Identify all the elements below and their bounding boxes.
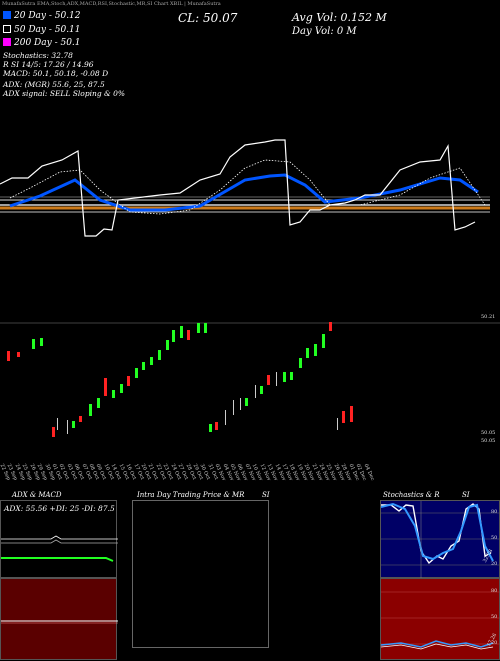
candle (314, 344, 317, 356)
stoch-d-line (381, 502, 494, 562)
rsi-y-80: 80 (491, 588, 498, 594)
legend-dma20: 20 Day - 50.12 (3, 11, 81, 21)
candle (79, 416, 82, 422)
intraday-panel-title: Intra Day Trading Price & MR (137, 491, 245, 499)
dma20-label: 20 Day - 50.12 (14, 11, 81, 21)
candle (283, 372, 286, 382)
candle (17, 352, 20, 357)
rsi-white-line (381, 643, 494, 650)
avg-volume-label: Avg Vol: 0.152 M (292, 11, 387, 24)
candle (52, 427, 55, 437)
candle (135, 368, 138, 378)
stoch-y-80: 80 (491, 509, 498, 515)
candle (322, 334, 325, 348)
candle (209, 424, 212, 432)
candle (142, 362, 145, 370)
candle (7, 351, 10, 361)
candle (172, 330, 175, 342)
candle (329, 322, 332, 331)
chart-top-line: MunafaSutra EMA,Stoch,ADX,MACD,RSI,Stoch… (2, 1, 221, 7)
rsi-y-50: 50 (491, 614, 498, 620)
candle (180, 326, 183, 338)
intraday-panel-si: SI (262, 491, 270, 499)
candle (32, 339, 35, 349)
main-y-bottom-label-2: 50.05 (481, 438, 496, 444)
rsi-panel: 80 50 20 17.26 (380, 578, 500, 660)
adx-panel-lines (1, 535, 118, 562)
candle (204, 323, 207, 333)
candle (290, 372, 293, 380)
stoch-y-20: 20 (491, 561, 498, 567)
stochastics-panel-si: SI (462, 491, 470, 499)
candle (215, 422, 218, 430)
dma20-line (9, 173, 479, 212)
rsi-y-20: 20 (491, 640, 498, 646)
main-y-bottom-label-1: 50.05 (481, 430, 496, 436)
intraday-panel (132, 500, 269, 648)
stochastics-value: Stochastics: 32.78 (3, 51, 73, 60)
main-price-chart (0, 139, 500, 437)
adx-green-line (1, 557, 114, 562)
candle (342, 411, 345, 423)
stoch-y-50: 50 (491, 535, 498, 541)
dma50-swatch (3, 25, 11, 33)
candle (187, 330, 190, 340)
candle (299, 358, 302, 368)
close-price-label: CL: 50.07 (178, 11, 238, 25)
dma50-label: 50 Day - 50.11 (14, 25, 81, 35)
adx-panel: ADX: 55.56 +DI: 25 -DI: 87.5 (0, 500, 118, 578)
candle (267, 375, 270, 385)
candle (306, 348, 309, 358)
candle (158, 350, 161, 360)
candle (350, 406, 353, 422)
legend-dma50: 50 Day - 50.11 (3, 25, 81, 35)
macd-panel-lines (1, 620, 118, 624)
candle (104, 378, 107, 396)
macd-panel (0, 578, 118, 660)
candle (197, 323, 200, 333)
dma200-swatch (3, 38, 11, 46)
candle (127, 376, 130, 386)
candle (89, 404, 92, 416)
stochastics-panel-title: Stochastics & R (383, 491, 440, 499)
candle (166, 340, 169, 350)
adx-di-line (1, 539, 118, 544)
adx-line (1, 535, 118, 540)
candle (245, 398, 248, 406)
candle (120, 384, 123, 393)
rsi-blue-line (381, 640, 494, 648)
dma200-label: 200 Day - 50.1 (14, 38, 81, 48)
candle (260, 386, 263, 394)
adx-value: ADX: (MGR) 55.6, 25, 87.5 (3, 80, 105, 89)
legend-dma200: 200 Day - 50.1 (3, 38, 81, 48)
day-volume-label: Day Vol: 0 M (292, 26, 357, 37)
candle (40, 338, 43, 346)
dma20-swatch (3, 11, 11, 19)
rsi-panel-lines (381, 591, 500, 650)
candle (112, 390, 115, 398)
adx-panel-title: ADX & MACD (12, 491, 62, 499)
macd-value: MACD: 50.1, 50.18, -0.08 D (3, 69, 109, 78)
candle (97, 398, 100, 408)
main-y-top-label: 50.21 (481, 314, 496, 320)
candlesticks (7, 322, 353, 437)
candle (72, 421, 75, 428)
price-line (0, 139, 476, 237)
rsi-value: R SI 14/5: 17.26 / 14.96 (3, 60, 94, 69)
adx-signal: ADX signal: SELL Sloping & 0% (3, 89, 125, 98)
adx-panel-values: ADX: 55.56 +DI: 25 -DI: 87.5 (4, 504, 115, 513)
stochastics-panel: 80 50 20 32.78 (380, 500, 500, 579)
candle (150, 357, 153, 365)
stochastics-panel-lines (381, 501, 500, 579)
